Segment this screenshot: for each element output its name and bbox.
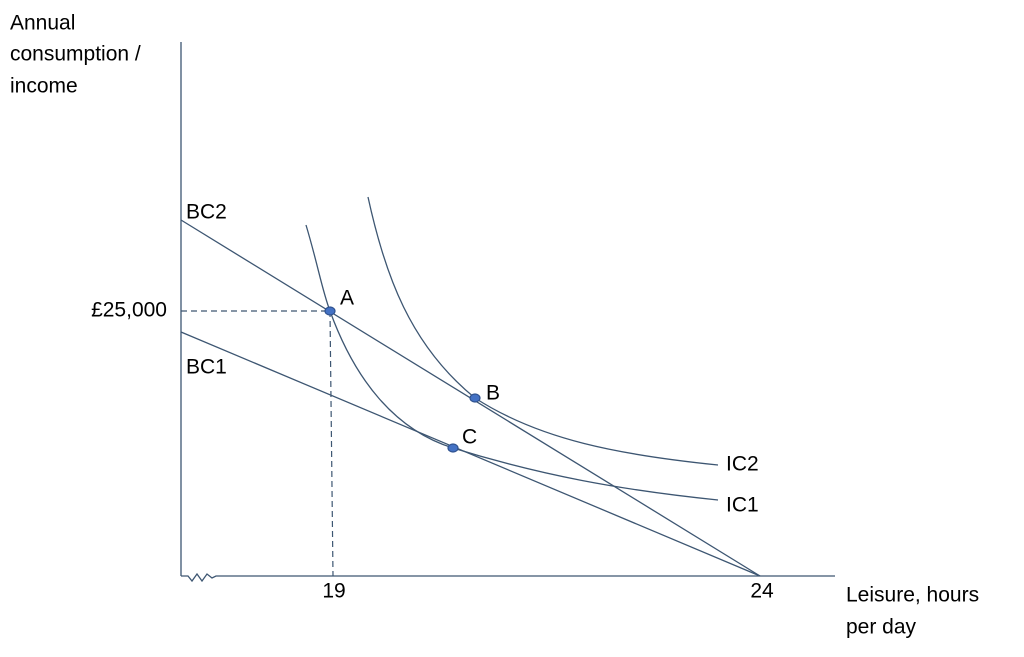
y-axis-label: consumption / [10,43,141,66]
x-axis [181,572,835,583]
line-label: IC1 [726,494,759,517]
x-axis-label: per day [846,616,917,639]
indifference-curve [367,196,719,466]
line-label: IC2 [726,453,759,476]
point [469,393,481,403]
point [324,306,336,316]
x-axis-label: Leisure, hours [846,584,979,607]
budget-line [180,331,761,577]
point [447,443,459,453]
y-tick-label: £25,000 [91,299,167,322]
point-label: C [462,426,477,449]
point-label: A [340,287,354,310]
guide-line [329,310,334,577]
line-label: BC1 [186,356,227,379]
y-axis-label: Annual [10,12,75,35]
indifference-curve [305,224,719,501]
x-tick-label: 19 [322,580,345,603]
line-label: BC2 [186,201,227,224]
point-label: B [486,382,500,405]
y-axis-label: income [10,75,78,98]
x-tick-label: 24 [750,580,774,603]
